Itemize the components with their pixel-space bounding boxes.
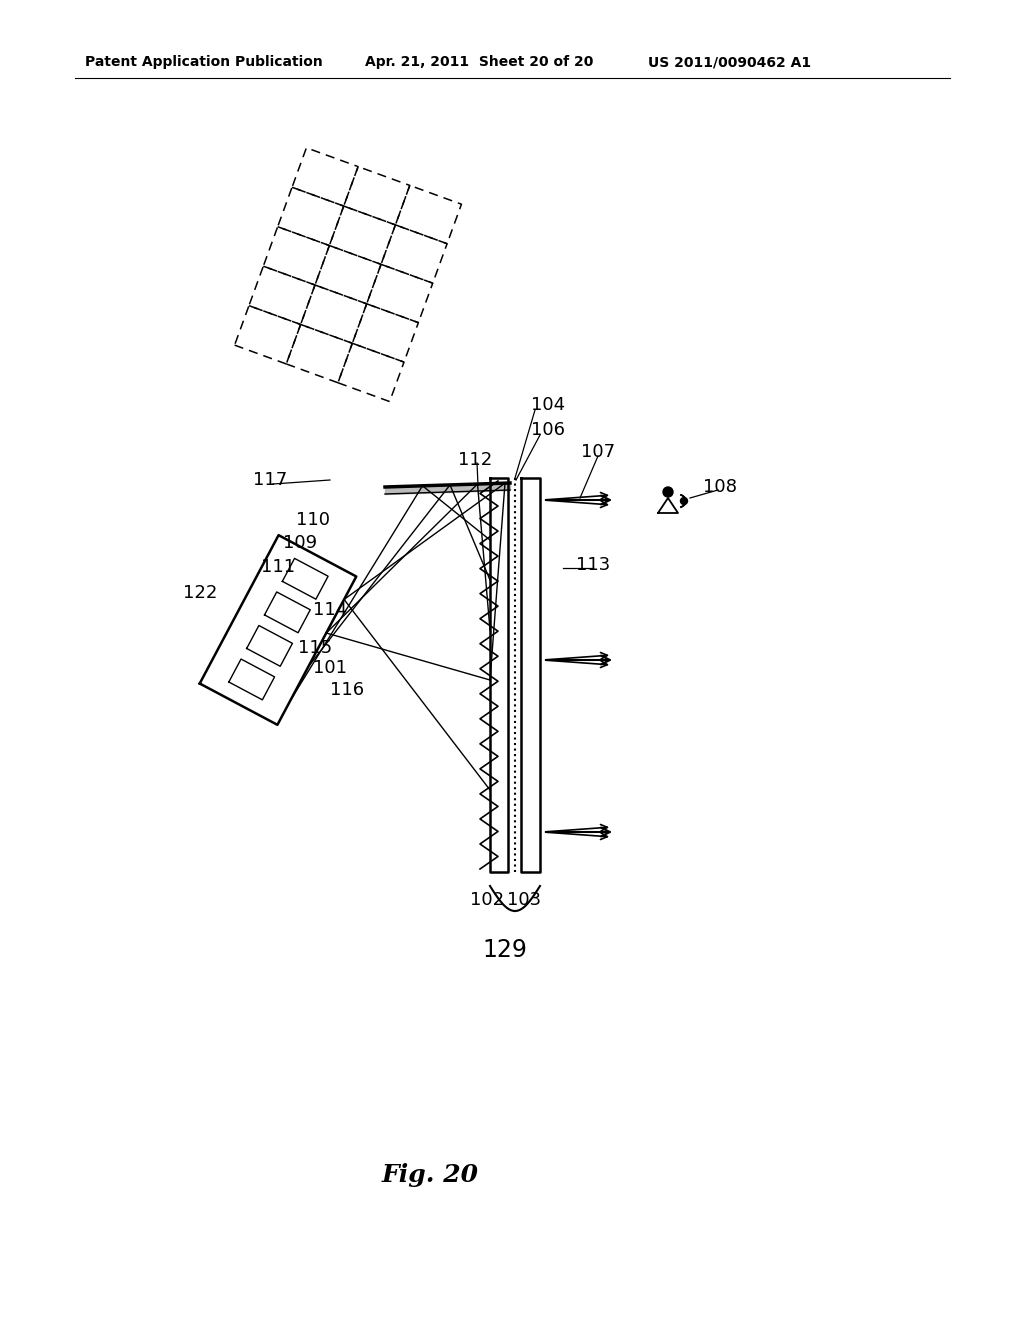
Text: 108: 108 <box>703 478 737 496</box>
Text: 101: 101 <box>313 659 347 677</box>
Text: 117: 117 <box>253 471 287 488</box>
Text: 129: 129 <box>482 939 527 962</box>
Text: Patent Application Publication: Patent Application Publication <box>85 55 323 69</box>
Text: Apr. 21, 2011  Sheet 20 of 20: Apr. 21, 2011 Sheet 20 of 20 <box>365 55 593 69</box>
Circle shape <box>681 498 687 504</box>
Text: 103: 103 <box>507 891 541 909</box>
Text: 115: 115 <box>298 639 332 657</box>
Text: 104: 104 <box>530 396 565 414</box>
Text: 102: 102 <box>470 891 504 909</box>
Text: 107: 107 <box>581 444 615 461</box>
Circle shape <box>663 487 673 498</box>
Text: 114: 114 <box>313 601 347 619</box>
Text: 111: 111 <box>261 558 295 576</box>
Text: 110: 110 <box>296 511 330 529</box>
Text: 113: 113 <box>575 556 610 574</box>
Text: 106: 106 <box>531 421 565 440</box>
Text: 109: 109 <box>283 535 317 552</box>
Text: US 2011/0090462 A1: US 2011/0090462 A1 <box>648 55 811 69</box>
Text: 112: 112 <box>458 451 493 469</box>
Text: 122: 122 <box>183 583 217 602</box>
Text: 116: 116 <box>330 681 365 700</box>
Text: Fig. 20: Fig. 20 <box>382 1163 478 1187</box>
